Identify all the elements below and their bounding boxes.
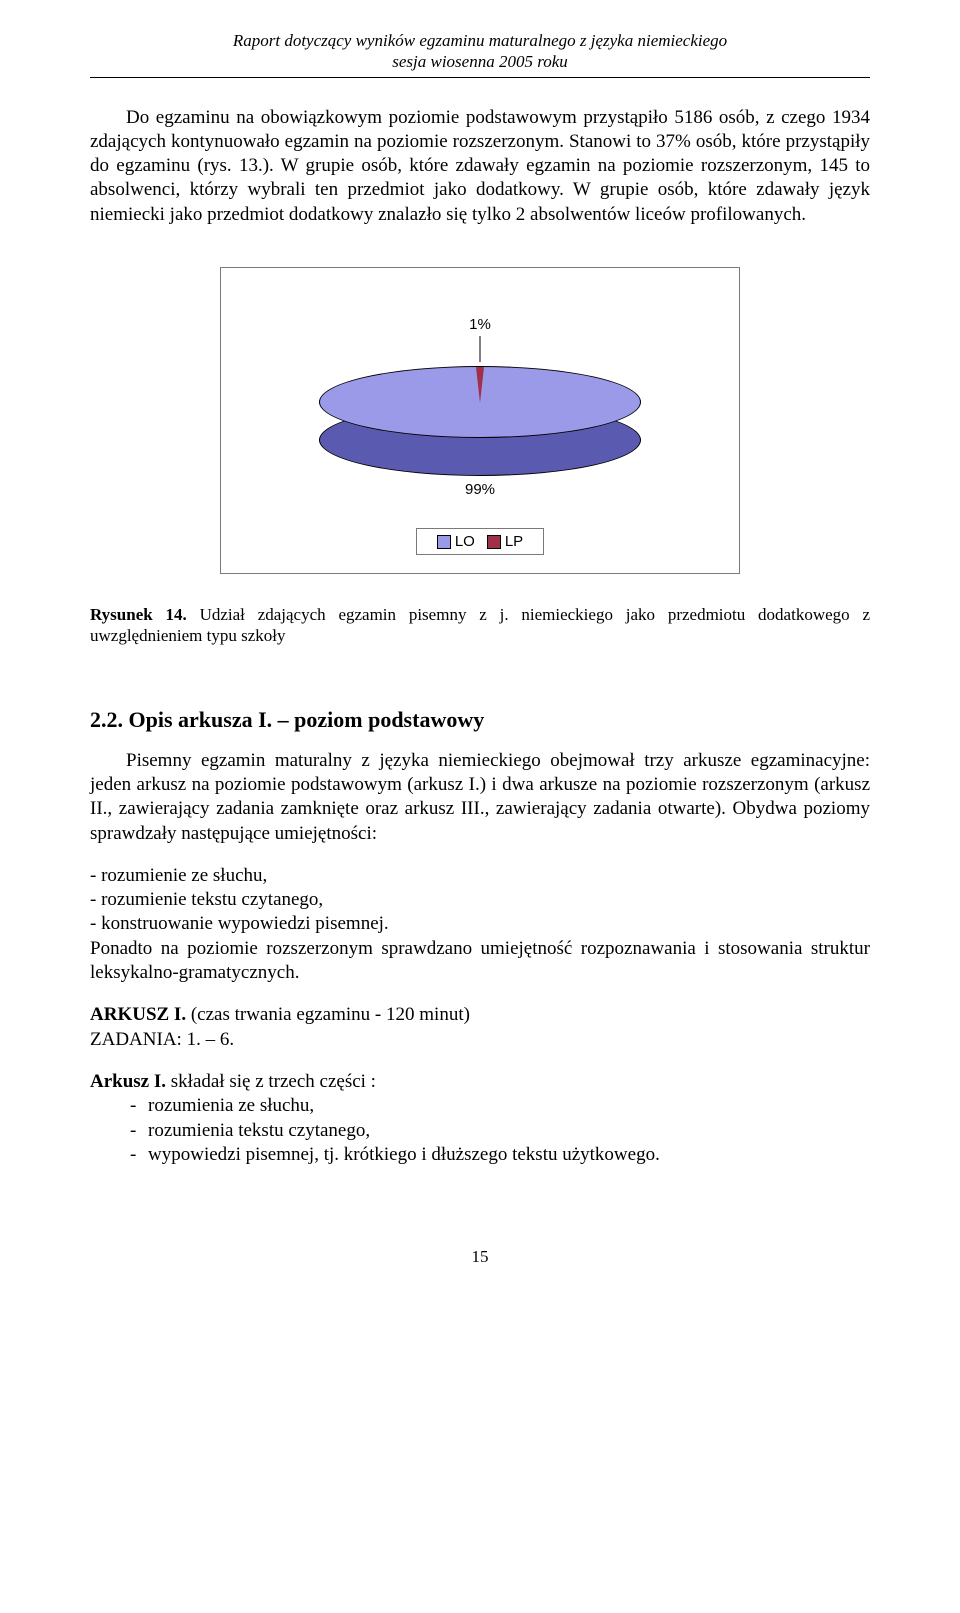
pie-chart-container: 1% 99% LO LP <box>220 267 740 574</box>
leader-line-icon <box>480 336 481 362</box>
pie-top <box>319 366 641 438</box>
legend-swatch-lp-icon <box>487 535 501 549</box>
legend-label-lp: LP <box>505 533 523 550</box>
legend-label-lo: LO <box>455 533 475 550</box>
part-item: rozumienia tekstu czytanego, <box>130 1119 870 1143</box>
skill-item: - rozumienie tekstu czytanego, <box>90 888 870 912</box>
zadania-line: ZADANIA: 1. – 6. <box>90 1028 870 1052</box>
section-intro-paragraph: Pisemny egzamin maturalny z języka niemi… <box>90 749 870 846</box>
ponadto-paragraph: Ponadto na poziomie rozszerzonym sprawdz… <box>90 937 870 986</box>
part-item: rozumienia ze słuchu, <box>130 1094 870 1118</box>
header-line2: sesja wiosenna 2005 roku <box>90 51 870 72</box>
pie-slice-lp <box>476 367 484 403</box>
arkuszI-label: Arkusz I. <box>90 1071 166 1092</box>
skill-item: - konstruowanie wypowiedzi pisemnej. <box>90 912 870 936</box>
skill-item: - rozumienie ze słuchu, <box>90 864 870 888</box>
arkusz1-line: ARKUSZ I. (czas trwania egzaminu - 120 m… <box>90 1003 870 1027</box>
header-divider <box>90 77 870 78</box>
parts-list: rozumienia ze słuchu, rozumienia tekstu … <box>90 1094 870 1167</box>
doc-header: Raport dotyczący wyników egzaminu matura… <box>90 30 870 73</box>
page-number: 15 <box>90 1247 870 1267</box>
page: Raport dotyczący wyników egzaminu matura… <box>0 0 960 1307</box>
caption-text: Udział zdających egzamin pisemny z j. ni… <box>90 605 870 645</box>
section-heading: 2.2. Opis arkusza I. – poziom podstawowy <box>90 707 870 733</box>
intro-paragraph: Do egzaminu na obowiązkowym poziomie pod… <box>90 106 870 228</box>
legend-item-lo: LO <box>437 533 475 550</box>
header-line1: Raport dotyczący wyników egzaminu matura… <box>90 30 870 51</box>
slice-label-1pct: 1% <box>469 316 491 333</box>
arkuszI-parts-intro: Arkusz I. składał się z trzech części : <box>90 1070 870 1094</box>
slice-label-99pct: 99% <box>465 481 495 498</box>
skills-list-1: - rozumienie ze słuchu, - rozumienie tek… <box>90 864 870 937</box>
figure-caption: Rysunek 14. Udział zdających egzamin pis… <box>90 604 870 647</box>
legend-item-lp: LP <box>487 533 523 550</box>
caption-prefix: Rysunek 14. <box>90 605 187 624</box>
arkuszI-rest: składał się z trzech części : <box>166 1071 376 1092</box>
part-item: wypowiedzi pisemnej, tj. krótkiego i dłu… <box>130 1143 870 1167</box>
arkusz1-label: ARKUSZ I. <box>90 1004 186 1025</box>
chart-legend: LO LP <box>416 528 544 555</box>
arkusz1-duration: (czas trwania egzaminu - 120 minut) <box>186 1004 470 1025</box>
pie-chart: 1% 99% <box>290 318 670 478</box>
legend-swatch-lo-icon <box>437 535 451 549</box>
